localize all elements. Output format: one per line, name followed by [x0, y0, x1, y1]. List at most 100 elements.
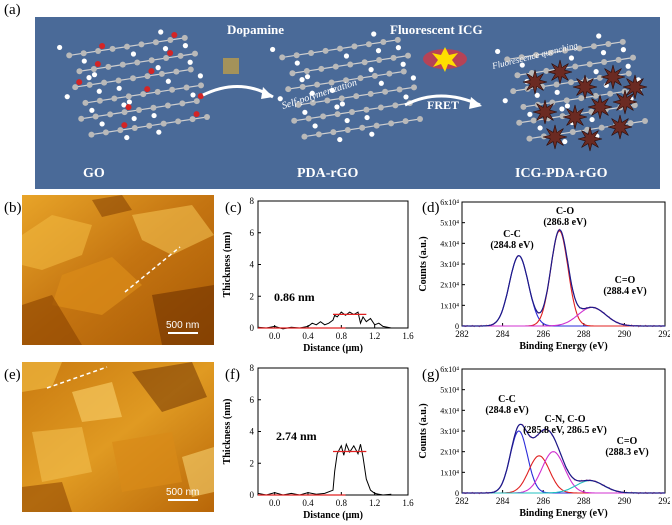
- thickness-annotation: 2.74 nm: [276, 429, 317, 443]
- x-axis-label: Distance (μm): [303, 343, 363, 354]
- peak-label-value: (284.8 eV): [485, 405, 528, 416]
- arrow-1-head-icon: [261, 87, 273, 99]
- y-tick-label: 2: [250, 291, 255, 301]
- y-tick-label: 4: [250, 260, 255, 270]
- y-tick-label: 6: [250, 395, 255, 405]
- x-tick-label: 0.4: [302, 331, 314, 341]
- y-tick-label: 4x10⁴: [440, 239, 459, 248]
- icg-pda-rgo-label: ICG-PDA-rGO: [515, 166, 608, 181]
- thickness-chart-c: 0 2 4 6 8 0.0 0.4 0.8 1.2 1.6 Distance (μm) Thickne…: [222, 196, 414, 354]
- x-axis-label: Distance (μm): [303, 510, 363, 521]
- y-tick-label: 8: [250, 196, 255, 206]
- afm-profile-line-b: [124, 246, 181, 293]
- y-tick-label: 1x10⁴: [440, 468, 459, 477]
- scheme-figure: Dopamine Self-polymerization Fluorescent…: [35, 17, 660, 189]
- y-axis-label: Counts (a.u.): [418, 236, 429, 291]
- x-tick-label: 292: [658, 496, 670, 506]
- x-tick-label: 284: [496, 329, 510, 339]
- panel-label-b: (b): [4, 200, 22, 216]
- xps-chart-g: 0 1x10⁴ 2x10⁴ 3x10⁴ 4x10⁴ 5x10⁴ 6x10⁴ 282 284 286…: [418, 365, 670, 519]
- go-sheet-icon: [57, 29, 210, 141]
- component-peak-2: [462, 306, 665, 327]
- panel-label-e: (e): [4, 367, 21, 383]
- y-tick-label: 4: [250, 427, 255, 437]
- x-tick-label: 292: [658, 329, 670, 339]
- y-tick-label: 0: [250, 323, 255, 333]
- fluorescent-star-icon: [423, 47, 467, 72]
- pda-rgo-label: PDA-rGO: [297, 166, 359, 181]
- dopamine-square-icon: [223, 58, 239, 74]
- peak-label-name: C=O: [615, 275, 636, 286]
- icg-molecules-icon: [522, 59, 648, 152]
- x-tick-label: 1.6: [402, 331, 414, 341]
- y-tick-label: 8: [250, 363, 255, 373]
- y-tick-label: 4x10⁴: [440, 406, 459, 415]
- dopamine-label: Dopamine: [227, 22, 284, 37]
- pda-rgo-sheet-icon: [270, 31, 423, 143]
- peak-label-name: C-N, C-O: [544, 414, 585, 425]
- peak-label-value: (285.8 eV, 286.5 eV): [523, 425, 607, 436]
- peak-label-value: (284.8 eV): [490, 240, 533, 251]
- peak-label-value: (286.8 eV): [543, 217, 586, 228]
- x-axis-label: Binding Energy (eV): [519, 341, 607, 352]
- fret-label: FRET: [427, 98, 459, 112]
- x-tick-label: 1.2: [369, 498, 380, 508]
- scale-bar-label-e: 500 nm: [166, 487, 199, 498]
- x-tick-label: 290: [618, 329, 632, 339]
- y-tick-label: 6: [250, 228, 255, 238]
- fluorescent-icg-label: Fluorescent ICG: [390, 22, 483, 37]
- scheme-molecules: [57, 29, 648, 152]
- y-tick-label: 3x10⁴: [440, 427, 459, 436]
- afm-profile-line-e: [46, 366, 108, 389]
- x-tick-label: 0.8: [336, 498, 348, 508]
- panel-label-f: (f): [225, 367, 240, 383]
- peak-label-name: C=O: [617, 436, 638, 447]
- y-tick-label: 6x10⁴: [440, 198, 459, 207]
- y-tick-label: 5x10⁴: [440, 219, 459, 228]
- y-tick-label: 1x10⁴: [440, 301, 459, 310]
- afm-image-e: 500 nm: [22, 362, 214, 512]
- profile-line: [257, 311, 392, 330]
- go-label: GO: [83, 166, 105, 181]
- fitted-envelope: [462, 423, 665, 494]
- x-tick-label: 1.6: [402, 498, 414, 508]
- panel-label-a: (a): [4, 2, 21, 18]
- peak-label-name: C-C: [498, 394, 516, 405]
- peak-label-value: (288.4 eV): [603, 286, 646, 297]
- arrow-2-head-icon: [469, 97, 482, 109]
- panel-label-g: (g): [422, 367, 440, 383]
- x-tick-label: 0.8: [336, 331, 348, 341]
- peak-label-name: C-O: [556, 206, 575, 217]
- scale-bar-label-b: 500 nm: [166, 320, 199, 331]
- afm-image-b: 500 nm: [22, 195, 214, 345]
- x-tick-label: 288: [577, 496, 591, 506]
- x-tick-label: 284: [496, 496, 510, 506]
- y-axis-label: Thickness (nm): [222, 399, 233, 465]
- plot-frame: [257, 200, 409, 329]
- x-tick-label: 286: [536, 496, 550, 506]
- peak-label-value: (288.3 eV): [605, 447, 648, 458]
- thickness-chart-f: 0 2 4 6 8 0.0 0.4 0.8 1.2 1.6 Distance (μm) Thickne…: [222, 363, 414, 521]
- x-tick-label: 0.0: [269, 498, 281, 508]
- xps-chart-d: 0 1x10⁴ 2x10⁴ 3x10⁴ 4x10⁴ 5x10⁴ 6x10⁴ 282 284 286…: [418, 198, 670, 352]
- panel-label-c: (c): [225, 200, 242, 216]
- x-tick-label: 290: [618, 496, 632, 506]
- y-tick-label: 2x10⁴: [440, 281, 459, 290]
- x-tick-label: 282: [455, 496, 469, 506]
- x-axis-label: Binding Energy (eV): [519, 508, 607, 519]
- y-tick-label: 2x10⁴: [440, 448, 459, 457]
- y-tick-label: 5x10⁴: [440, 386, 459, 395]
- y-axis-label: Counts (a.u.): [418, 403, 429, 458]
- y-tick-label: 2: [250, 458, 255, 468]
- thickness-annotation: 0.86 nm: [274, 290, 315, 304]
- x-tick-label: 282: [455, 329, 469, 339]
- x-tick-label: 286: [536, 329, 550, 339]
- y-tick-label: 0: [455, 489, 459, 498]
- profile-line: [257, 442, 392, 496]
- peak-label-name: C-C: [503, 229, 521, 240]
- y-tick-label: 0: [455, 322, 459, 331]
- x-tick-label: 0.4: [302, 498, 314, 508]
- x-tick-label: 288: [577, 329, 591, 339]
- y-tick-label: 0: [250, 490, 255, 500]
- fitted-envelope: [462, 229, 665, 327]
